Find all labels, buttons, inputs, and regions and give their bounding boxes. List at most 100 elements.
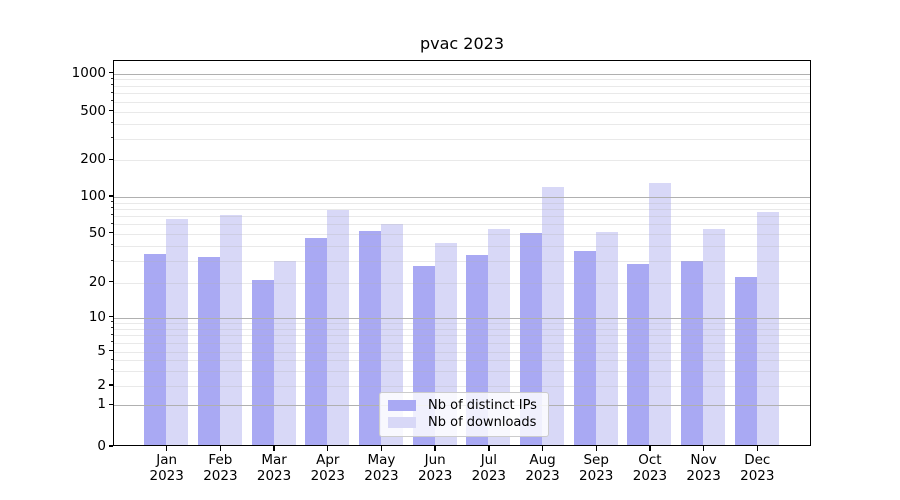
legend-label: Nb of downloads [428, 415, 537, 430]
y-tick-mark [108, 445, 113, 447]
bar-distinct-ips [627, 264, 650, 445]
x-tick-month: Sep [583, 452, 609, 468]
gridline-minor [114, 322, 810, 324]
y-minor-tick-mark [110, 214, 113, 216]
x-tick-label: Jul 2023 [457, 452, 521, 484]
y-minor-tick-mark [110, 91, 113, 93]
legend-label: Nb of distinct IPs [428, 398, 537, 413]
legend-swatch-distinct-ips [388, 400, 416, 411]
x-tick-label: Jun 2023 [403, 452, 467, 484]
bar-distinct-ips [358, 231, 381, 445]
x-tick-mark [273, 446, 275, 451]
x-tick-label: Dec 2023 [725, 452, 789, 484]
gridline-minor [114, 342, 810, 344]
gridline-minor [114, 282, 810, 284]
bar-downloads [219, 214, 242, 445]
y-minor-tick-mark [110, 84, 113, 86]
gridline-minor [114, 245, 810, 247]
x-tick-year: 2023 [364, 468, 399, 484]
x-tick-month: Oct [638, 452, 662, 468]
plot-area: Nb of distinct IPs Nb of downloads [113, 60, 811, 446]
bar-distinct-ips [573, 250, 596, 445]
y-minor-tick-mark [110, 244, 113, 246]
legend-row: Nb of distinct IPs [388, 397, 540, 414]
bar-distinct-ips [197, 257, 220, 445]
y-tick-mark [108, 316, 113, 318]
gridline-minor [114, 160, 810, 162]
y-minor-tick-mark [110, 327, 113, 329]
gridline-minor [114, 202, 810, 204]
x-tick-month: Jan [156, 452, 178, 468]
gridline-minor [114, 215, 810, 217]
x-tick-mark [649, 446, 651, 451]
x-tick-month: Mar [261, 452, 287, 468]
bar-distinct-ips [734, 277, 757, 445]
x-tick-year: 2023 [686, 468, 721, 484]
chart-title: pvac 2023 [419, 34, 505, 53]
x-tick-year: 2023 [310, 468, 345, 484]
bar-downloads [488, 229, 511, 445]
y-minor-tick-mark [110, 341, 113, 343]
bar-downloads [380, 223, 403, 445]
x-tick-month: Apr [316, 452, 340, 468]
y-tick-mark [108, 72, 113, 74]
x-tick-year: 2023 [525, 468, 560, 484]
x-tick-label: Mar 2023 [242, 452, 306, 484]
y-tick-mark [108, 195, 113, 197]
gridline-minor [114, 386, 810, 387]
gridline-minor [114, 233, 810, 235]
x-tick-month: Feb [208, 452, 233, 468]
x-tick-year: 2023 [740, 468, 775, 484]
gridline-minor [114, 111, 810, 113]
y-tick-label: 2 [97, 377, 106, 393]
x-tick-year: 2023 [471, 468, 507, 484]
y-minor-tick-mark [110, 222, 113, 224]
x-tick-year: 2023 [417, 468, 453, 484]
gridline-minor [114, 208, 810, 210]
y-minor-tick-mark [110, 100, 113, 102]
y-tick-mark [108, 403, 113, 405]
gridline-minor [114, 138, 810, 140]
y-minor-tick-mark [110, 201, 113, 203]
y-tick-mark [108, 232, 113, 234]
y-tick-mark [108, 384, 113, 386]
gridline-minor [114, 93, 810, 95]
gridline-major [114, 197, 810, 198]
x-tick-mark [380, 446, 383, 451]
gridline-minor [114, 370, 810, 372]
y-minor-tick-mark [110, 321, 113, 323]
x-tick-mark [541, 446, 544, 451]
gridline-major [114, 73, 810, 75]
x-tick-year: 2023 [632, 468, 668, 484]
y-minor-tick-mark [110, 137, 113, 139]
y-tick-mark [108, 350, 113, 352]
y-tick-mark [108, 281, 113, 283]
x-tick-month: Jun [424, 452, 446, 468]
x-tick-label: May 2023 [349, 452, 413, 484]
x-tick-mark [219, 446, 222, 451]
y-tick-label: 0 [97, 438, 106, 454]
x-tick-label: Nov 2023 [672, 452, 736, 484]
y-minor-tick-mark [110, 122, 113, 124]
y-tick-label: 50 [88, 224, 106, 241]
x-tick-mark [488, 446, 490, 451]
x-tick-label: Apr 2023 [296, 452, 360, 484]
gridline-minor [114, 351, 810, 353]
y-tick-label: 500 [80, 102, 106, 119]
y-minor-tick-mark [110, 358, 113, 360]
x-tick-month: Nov [690, 452, 717, 468]
y-tick-mark [108, 158, 113, 160]
gridline-minor [114, 224, 810, 226]
y-tick-label: 100 [80, 188, 106, 204]
x-tick-month: Aug [529, 452, 556, 468]
y-tick-label: 10 [88, 308, 106, 325]
x-tick-month: May [367, 452, 396, 468]
x-tick-label: Jan 2023 [135, 452, 199, 484]
bar-downloads [542, 187, 565, 445]
x-tick-mark [756, 446, 758, 451]
gridline-minor [114, 261, 810, 263]
bar-distinct-ips [251, 279, 274, 445]
x-tick-label: Feb 2023 [188, 452, 252, 484]
legend-row: Nb of downloads [388, 414, 540, 431]
